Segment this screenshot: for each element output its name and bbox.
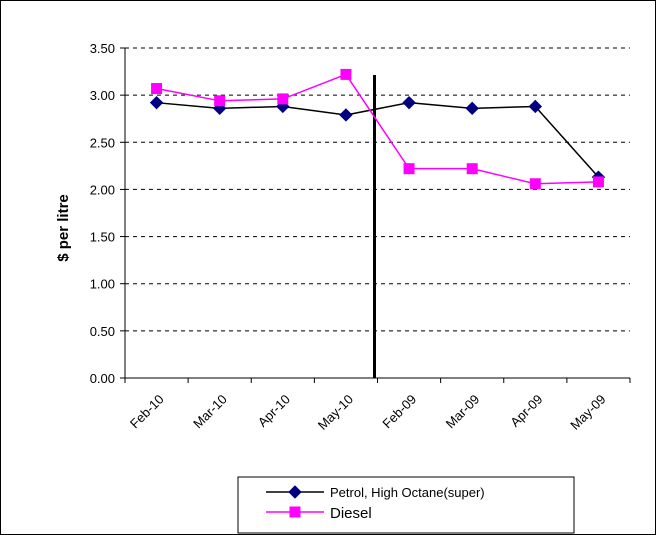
legend-label-diesel: Diesel (330, 505, 372, 522)
data-point-petrol (465, 101, 479, 116)
data-point-petrol (402, 95, 416, 110)
y-tick-label: 3.00 (90, 88, 115, 103)
y-tick-label: 1.50 (90, 230, 115, 245)
legend-item-petrol: Petrol, High Octane(super) (266, 485, 485, 500)
data-point-diesel (214, 95, 226, 107)
data-point-diesel (340, 68, 352, 80)
y-tick-label: 3.50 (90, 41, 115, 56)
y-axis-ticks: 0.00 0.50 1.00 1.50 2.00 2.50 3.00 3.50 (90, 41, 125, 386)
legend-marker-petrol (288, 485, 302, 499)
data-point-petrol (339, 108, 353, 122)
data-point-diesel (151, 83, 163, 95)
y-axis-label: $ per litre (55, 194, 72, 262)
data-point-diesel (277, 93, 289, 105)
legend: Petrol, High Octane(super) Diesel (237, 476, 575, 534)
y-tick-label: 2.00 (90, 182, 115, 197)
series-line-petrol (156, 101, 599, 178)
y-tick-label: 0.00 (90, 371, 115, 386)
data-point-diesel (529, 178, 541, 190)
series-line-diesel (156, 73, 599, 185)
legend-label-petrol: Petrol, High Octane(super) (330, 485, 485, 500)
data-point-petrol (149, 95, 164, 110)
data-point-diesel (403, 163, 415, 175)
data-point-petrol (528, 99, 543, 114)
series-group (149, 68, 606, 190)
data-point-diesel (592, 176, 604, 188)
y-tick-label: 0.50 (90, 324, 115, 339)
legend-marker-diesel (289, 506, 301, 518)
data-point-diesel (466, 163, 478, 175)
y-tick-label: 2.50 (90, 135, 115, 150)
y-tick-label: 1.00 (90, 277, 115, 292)
legend-item-diesel: Diesel (266, 505, 372, 522)
